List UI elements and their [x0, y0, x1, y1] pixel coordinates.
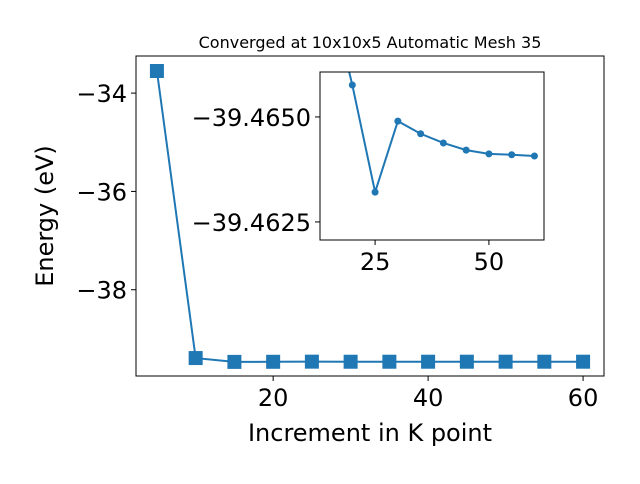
marker [343, 354, 358, 369]
marker [439, 139, 447, 147]
x-axis-label: Increment in K point [248, 419, 492, 447]
y-tick-label: −38 [76, 277, 127, 305]
marker [530, 152, 538, 160]
marker [149, 63, 164, 78]
plot-content [149, 63, 591, 369]
x-tick-label: 25 [360, 248, 391, 276]
marker [537, 354, 552, 369]
marker [459, 354, 474, 369]
marker [304, 354, 319, 369]
data-line [348, 72, 535, 197]
marker [417, 130, 425, 138]
x-tick-label: 40 [413, 384, 444, 412]
axes-frame [319, 71, 545, 241]
marker [371, 188, 379, 196]
x-tick-label: 20 [258, 384, 289, 412]
axes-frame [135, 55, 605, 377]
plot-content [348, 72, 538, 197]
marker [498, 354, 513, 369]
marker [348, 81, 356, 89]
marker [382, 354, 397, 369]
marker [508, 151, 516, 159]
marker [227, 354, 242, 369]
y-axis-label: Energy (eV) [31, 145, 59, 287]
marker [421, 354, 436, 369]
marker [394, 117, 402, 125]
marker [266, 354, 281, 369]
marker [485, 150, 493, 158]
marker [576, 354, 591, 369]
y-tick-label: −36 [76, 178, 127, 206]
marker [462, 146, 470, 154]
x-tick-label: 60 [568, 384, 599, 412]
x-tick-label: 50 [474, 248, 505, 276]
y-tick-label: −39.4650 [192, 104, 311, 132]
chart-title: Converged at 10x10x5 Automatic Mesh 35 [199, 33, 542, 52]
y-tick-label: −39.4625 [192, 209, 311, 237]
plot-area [320, 72, 544, 240]
marker [188, 351, 203, 366]
y-tick-label: −34 [76, 80, 127, 108]
